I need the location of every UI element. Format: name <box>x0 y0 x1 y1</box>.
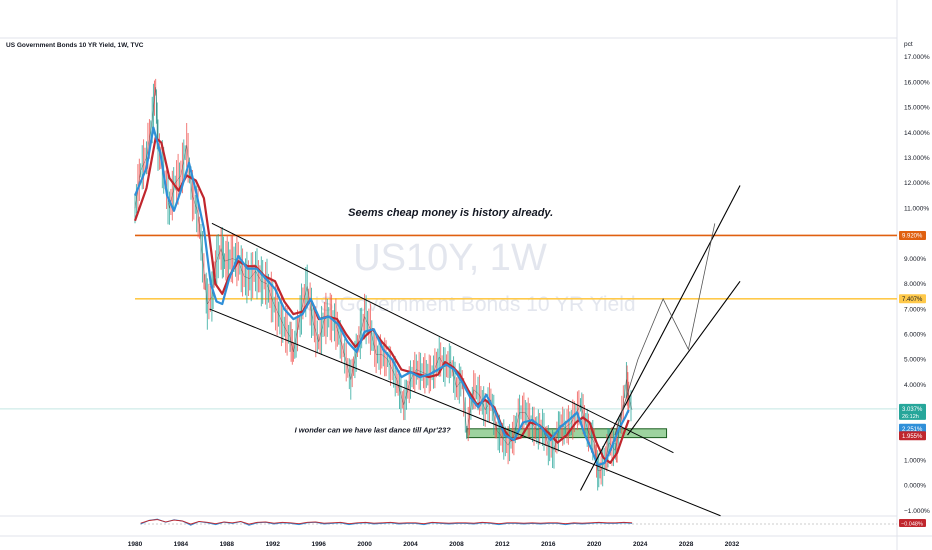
descending-channel-line <box>209 308 721 517</box>
price-tag-label: 2.251% <box>902 427 923 433</box>
x-tick-label: 1988 <box>220 541 235 548</box>
moving-average-line <box>133 126 630 467</box>
watermark-symbol: US10Y, 1W <box>353 237 547 279</box>
price-tag <box>899 431 926 441</box>
x-tick-label: 2012 <box>495 541 510 548</box>
y-tick-label: 11.000% <box>904 205 929 212</box>
descending-channel-line <box>211 222 674 454</box>
y-tick-label: 16.000% <box>904 79 930 86</box>
x-tick-label: 2024 <box>633 541 648 548</box>
level-price-label: 7.407% <box>902 297 923 303</box>
watermark-name: US Government Bonds 10 YR Yield <box>304 293 635 316</box>
x-tick-label: 2004 <box>403 541 418 548</box>
x-tick-label: 1980 <box>128 541 143 548</box>
chart-title: US Government Bonds 10 YR Yield, 1W, TVC <box>6 42 144 49</box>
x-tick-label: 2016 <box>541 541 556 548</box>
y-tick-label: 0.000% <box>904 483 926 490</box>
x-tick-label: 2032 <box>725 541 740 548</box>
y-tick-label: −1.000% <box>904 508 930 515</box>
y-tick-label: 14.000% <box>904 130 930 137</box>
y-tick-label: 6.000% <box>904 332 926 339</box>
price-tag-label: 1.955% <box>902 434 923 440</box>
bottom-indicator-value-tag <box>899 519 926 527</box>
moving-average-line <box>133 136 630 464</box>
price-tag-label: 3.037% <box>902 407 923 413</box>
price-tag <box>899 423 926 433</box>
price-unit-label: pct <box>904 41 913 48</box>
x-tick-label: 2000 <box>357 541 372 548</box>
y-tick-label: 1.000% <box>904 458 926 465</box>
y-tick-label: 9.000% <box>904 256 926 263</box>
x-tick-label: 2020 <box>587 541 602 548</box>
bottom-indicator-value-label: −0.048% <box>901 522 923 528</box>
projection-path <box>614 223 716 436</box>
y-tick-label: 13.000% <box>904 155 930 162</box>
rising-channel-line <box>627 281 741 436</box>
price-tag <box>899 403 926 420</box>
price-axis[interactable]: 17.000% 16.000% 15.000% 14.000% 13.000% 12.00… <box>899 54 930 515</box>
x-tick-label: 1992 <box>266 541 281 548</box>
y-tick-label: 12.000% <box>904 180 930 187</box>
y-tick-label: 15.000% <box>904 105 930 112</box>
level-price-tag <box>899 294 926 304</box>
level-price-tag <box>899 231 926 240</box>
bottom-indicator-red-line <box>140 519 633 525</box>
annotation-text: Seems cheap money is history already. <box>348 207 553 219</box>
y-tick-label: 5.000% <box>904 357 926 364</box>
y-tick-label: 7.000% <box>904 306 926 313</box>
annotation-text: I wonder can we have last dance till Apr… <box>295 426 452 435</box>
rising-channel-line <box>579 185 741 491</box>
time-axis[interactable]: 1980 1984 1988 1992 1996 2000 2004 2008 2012 2016… <box>128 541 740 548</box>
y-tick-label: 17.000% <box>904 54 930 61</box>
x-tick-label: 1984 <box>174 541 189 548</box>
y-tick-label: 4.000% <box>904 382 926 389</box>
x-tick-label: 1996 <box>311 541 326 548</box>
price-tag-countdown: 26:12h <box>902 414 919 420</box>
x-tick-label: 2008 <box>449 541 464 548</box>
y-tick-label: 8.000% <box>904 281 926 288</box>
bottom-indicator-pane: −0.048% <box>140 518 926 528</box>
x-tick-label: 2028 <box>679 541 694 548</box>
level-price-label: 9.920% <box>902 234 923 240</box>
